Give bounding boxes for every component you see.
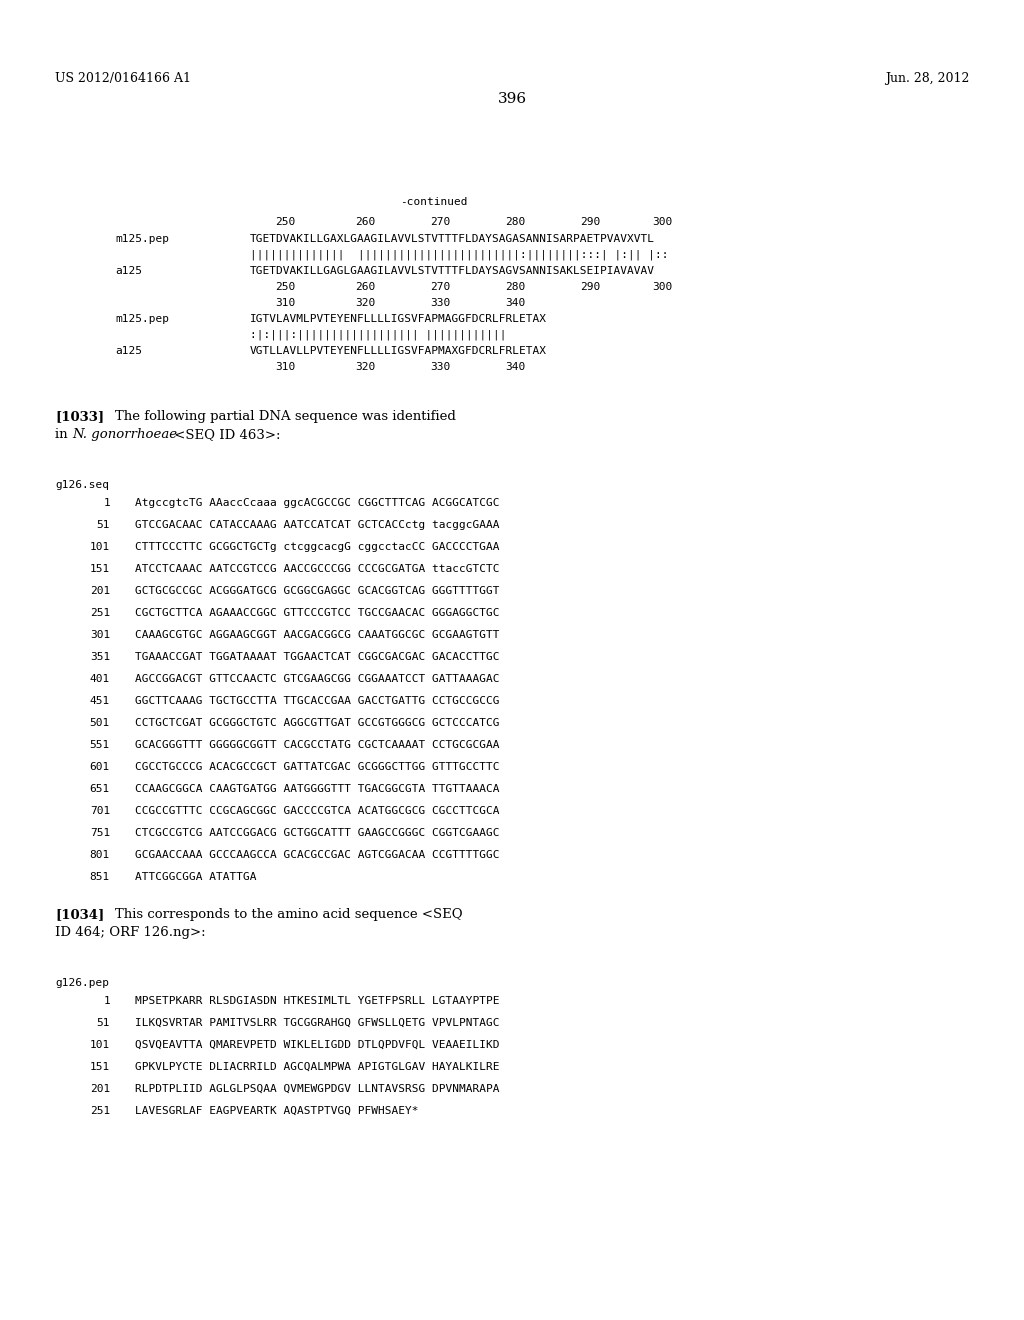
Text: 290: 290 — [580, 216, 600, 227]
Text: -continued: -continued — [400, 197, 468, 207]
Text: 51: 51 — [96, 520, 110, 531]
Text: CCAAGCGGCA CAAGTGATGG AATGGGGTTT TGACGGCGTA TTGTTAAACA: CCAAGCGGCA CAAGTGATGG AATGGGGTTT TGACGGC… — [135, 784, 500, 795]
Text: GCGAACCAAA GCCCAAGCCA GCACGCCGAC AGTCGGACAA CCGTTTTGGC: GCGAACCAAA GCCCAAGCCA GCACGCCGAC AGTCGGA… — [135, 850, 500, 861]
Text: AGCCGGACGT GTTCCAACTC GTCGAAGCGG CGGAAATCCT GATTAAAGAC: AGCCGGACGT GTTCCAACTC GTCGAAGCGG CGGAAAT… — [135, 675, 500, 684]
Text: 801: 801 — [90, 850, 110, 861]
Text: CGCTGCTTCA AGAAACCGGC GTTCCCGTCC TGCCGAACAC GGGAGGCTGC: CGCTGCTTCA AGAAACCGGC GTTCCCGTCC TGCCGAA… — [135, 609, 500, 618]
Text: 551: 551 — [90, 741, 110, 750]
Text: a125: a125 — [115, 346, 142, 356]
Text: MPSETPKARR RLSDGIASDN HTKESIMLTL YGETFPSRLL LGTAAYPTPE: MPSETPKARR RLSDGIASDN HTKESIMLTL YGETFPS… — [135, 997, 500, 1006]
Text: 290: 290 — [580, 282, 600, 292]
Text: GCACGGGTTT GGGGGCGGTT CACGCCTATG CGCTCAAAAT CCTGCGCGAA: GCACGGGTTT GGGGGCGGTT CACGCCTATG CGCTCAA… — [135, 741, 500, 750]
Text: CCGCCGTTTC CCGCAGCGGC GACCCCGTCA ACATGGCGCG CGCCTTCGCA: CCGCCGTTTC CCGCAGCGGC GACCCCGTCA ACATGGC… — [135, 807, 500, 816]
Text: 651: 651 — [90, 784, 110, 795]
Text: AtgccgtcTG AAaccCcaaa ggcACGCCGC CGGCTTTCAG ACGGCATCGC: AtgccgtcTG AAaccCcaaa ggcACGCCGC CGGCTTT… — [135, 498, 500, 508]
Text: 201: 201 — [90, 1084, 110, 1094]
Text: RLPDTPLIID AGLGLPSQAA QVMEWGPDGV LLNTAVSRSG DPVNMARAPA: RLPDTPLIID AGLGLPSQAA QVMEWGPDGV LLNTAVS… — [135, 1084, 500, 1094]
Text: 250: 250 — [275, 282, 295, 292]
Text: 280: 280 — [505, 216, 525, 227]
Text: 751: 751 — [90, 828, 110, 838]
Text: m125.pep: m125.pep — [115, 234, 169, 244]
Text: 151: 151 — [90, 564, 110, 574]
Text: 320: 320 — [355, 298, 375, 308]
Text: 340: 340 — [505, 362, 525, 372]
Text: This corresponds to the amino acid sequence <SEQ: This corresponds to the amino acid seque… — [115, 908, 463, 921]
Text: 270: 270 — [430, 282, 451, 292]
Text: 51: 51 — [96, 1018, 110, 1028]
Text: CTCGCCGTCG AATCCGGACG GCTGGCATTT GAAGCCGGGC CGGTCGAAGC: CTCGCCGTCG AATCCGGACG GCTGGCATTT GAAGCCG… — [135, 828, 500, 838]
Text: CAAAGCGTGC AGGAAGCGGT AACGACGGCG CAAATGGCGC GCGAAGTGTT: CAAAGCGTGC AGGAAGCGGT AACGACGGCG CAAATGG… — [135, 630, 500, 640]
Text: 270: 270 — [430, 216, 451, 227]
Text: 260: 260 — [355, 216, 375, 227]
Text: GPKVLPYCTE DLIACRRILD AGCQALMPWA APIGTGLGAV HAYALKILRE: GPKVLPYCTE DLIACRRILD AGCQALMPWA APIGTGL… — [135, 1063, 500, 1072]
Text: 260: 260 — [355, 282, 375, 292]
Text: TGAAACCGAT TGGATAAAAT TGGAACTCAT CGGCGACGAC GACACCTTGC: TGAAACCGAT TGGATAAAAT TGGAACTCAT CGGCGAC… — [135, 652, 500, 663]
Text: :|:|||:|||||||||||||||||| ||||||||||||: :|:|||:|||||||||||||||||| |||||||||||| — [250, 330, 507, 341]
Text: TGETDVAKILLGAXLGAAGILAVVLSTVTTTFLDAYSAGASANNISARPAETPVAVXVTL: TGETDVAKILLGAXLGAAGILAVVLSTVTTTFLDAYSAGA… — [250, 234, 655, 244]
Text: LAVESGRLAF EAGPVEARTK AQASTPTVGQ PFWHSAEY*: LAVESGRLAF EAGPVEARTK AQASTPTVGQ PFWHSAE… — [135, 1106, 419, 1115]
Text: QSVQEAVTTA QMAREVPETD WIKLELIGDD DTLQPDVFQL VEAAEILIKD: QSVQEAVTTA QMAREVPETD WIKLELIGDD DTLQPDV… — [135, 1040, 500, 1049]
Text: Jun. 28, 2012: Jun. 28, 2012 — [885, 73, 969, 84]
Text: 396: 396 — [498, 92, 526, 106]
Text: 101: 101 — [90, 1040, 110, 1049]
Text: 401: 401 — [90, 675, 110, 684]
Text: 320: 320 — [355, 362, 375, 372]
Text: ID 464; ORF 126.ng>:: ID 464; ORF 126.ng>: — [55, 927, 206, 939]
Text: GCTGCGCCGC ACGGGATGCG GCGGCGAGGC GCACGGTCAG GGGTTTTGGT: GCTGCGCCGC ACGGGATGCG GCGGCGAGGC GCACGGT… — [135, 586, 500, 597]
Text: ATTCGGCGGA ATATTGA: ATTCGGCGGA ATATTGA — [135, 873, 256, 882]
Text: The following partial DNA sequence was identified: The following partial DNA sequence was i… — [115, 411, 456, 422]
Text: CTTTCCCTTC GCGGCTGCTg ctcggcacgG cggcctacCC GACCCCTGAA: CTTTCCCTTC GCGGCTGCTg ctcggcacgG cggccta… — [135, 543, 500, 552]
Text: m125.pep: m125.pep — [115, 314, 169, 323]
Text: 301: 301 — [90, 630, 110, 640]
Text: 300: 300 — [652, 216, 672, 227]
Text: ||||||||||||||  ||||||||||||||||||||||||:||||||||:::| |:|| |::: |||||||||||||| ||||||||||||||||||||||||:… — [250, 249, 669, 260]
Text: 251: 251 — [90, 609, 110, 618]
Text: IGTVLAVMLPVTEYENFLLLLIGSVFAPMAGGFDCRLFRLETAX: IGTVLAVMLPVTEYENFLLLLIGSVFAPMAGGFDCRLFRL… — [250, 314, 547, 323]
Text: 501: 501 — [90, 718, 110, 729]
Text: 251: 251 — [90, 1106, 110, 1115]
Text: N. gonorrhoeae: N. gonorrhoeae — [72, 428, 177, 441]
Text: 1: 1 — [103, 997, 110, 1006]
Text: 300: 300 — [652, 282, 672, 292]
Text: GGCTTCAAAG TGCTGCCTTA TTGCACCGAA GACCTGATTG CCTGCCGCCG: GGCTTCAAAG TGCTGCCTTA TTGCACCGAA GACCTGA… — [135, 696, 500, 706]
Text: 330: 330 — [430, 362, 451, 372]
Text: TGETDVAKILLGAGLGAAGILAVVLSTVTTTFLDAYSAGVSANNISAKLSEIPIAVAVAV: TGETDVAKILLGAGLGAAGILAVVLSTVTTTFLDAYSAGV… — [250, 267, 655, 276]
Text: a125: a125 — [115, 267, 142, 276]
Text: [1033]: [1033] — [55, 411, 104, 422]
Text: [1034]: [1034] — [55, 908, 104, 921]
Text: 1: 1 — [103, 498, 110, 508]
Text: 701: 701 — [90, 807, 110, 816]
Text: 310: 310 — [275, 362, 295, 372]
Text: 250: 250 — [275, 216, 295, 227]
Text: US 2012/0164166 A1: US 2012/0164166 A1 — [55, 73, 191, 84]
Text: 451: 451 — [90, 696, 110, 706]
Text: 280: 280 — [505, 282, 525, 292]
Text: 851: 851 — [90, 873, 110, 882]
Text: in: in — [55, 428, 72, 441]
Text: 201: 201 — [90, 586, 110, 597]
Text: VGTLLAVLLPVTEYENFLLLLIGSVFAPMAXGFDCRLFRLETAX: VGTLLAVLLPVTEYENFLLLLIGSVFAPMAXGFDCRLFRL… — [250, 346, 547, 356]
Text: g126.seq: g126.seq — [55, 480, 109, 490]
Text: 340: 340 — [505, 298, 525, 308]
Text: g126.pep: g126.pep — [55, 978, 109, 987]
Text: 101: 101 — [90, 543, 110, 552]
Text: ATCCTCAAAC AATCCGTCCG AACCGCCCGG CCCGCGATGA ttaccGTCTC: ATCCTCAAAC AATCCGTCCG AACCGCCCGG CCCGCGA… — [135, 564, 500, 574]
Text: 601: 601 — [90, 762, 110, 772]
Text: GTCCGACAAC CATACCAAAG AATCCATCAT GCTCACCctg tacggcGAAA: GTCCGACAAC CATACCAAAG AATCCATCAT GCTCACC… — [135, 520, 500, 531]
Text: <SEQ ID 463>:: <SEQ ID 463>: — [170, 428, 281, 441]
Text: CGCCTGCCCG ACACGCCGCT GATTATCGAC GCGGGCTTGG GTTTGCCTTC: CGCCTGCCCG ACACGCCGCT GATTATCGAC GCGGGCT… — [135, 762, 500, 772]
Text: 310: 310 — [275, 298, 295, 308]
Text: CCTGCTCGAT GCGGGCTGTC AGGCGTTGAT GCCGTGGGCG GCTCCCATCG: CCTGCTCGAT GCGGGCTGTC AGGCGTTGAT GCCGTGG… — [135, 718, 500, 729]
Text: 351: 351 — [90, 652, 110, 663]
Text: 330: 330 — [430, 298, 451, 308]
Text: ILKQSVRTAR PAMITVSLRR TGCGGRAHGQ GFWSLLQETG VPVLPNTAGC: ILKQSVRTAR PAMITVSLRR TGCGGRAHGQ GFWSLLQ… — [135, 1018, 500, 1028]
Text: 151: 151 — [90, 1063, 110, 1072]
